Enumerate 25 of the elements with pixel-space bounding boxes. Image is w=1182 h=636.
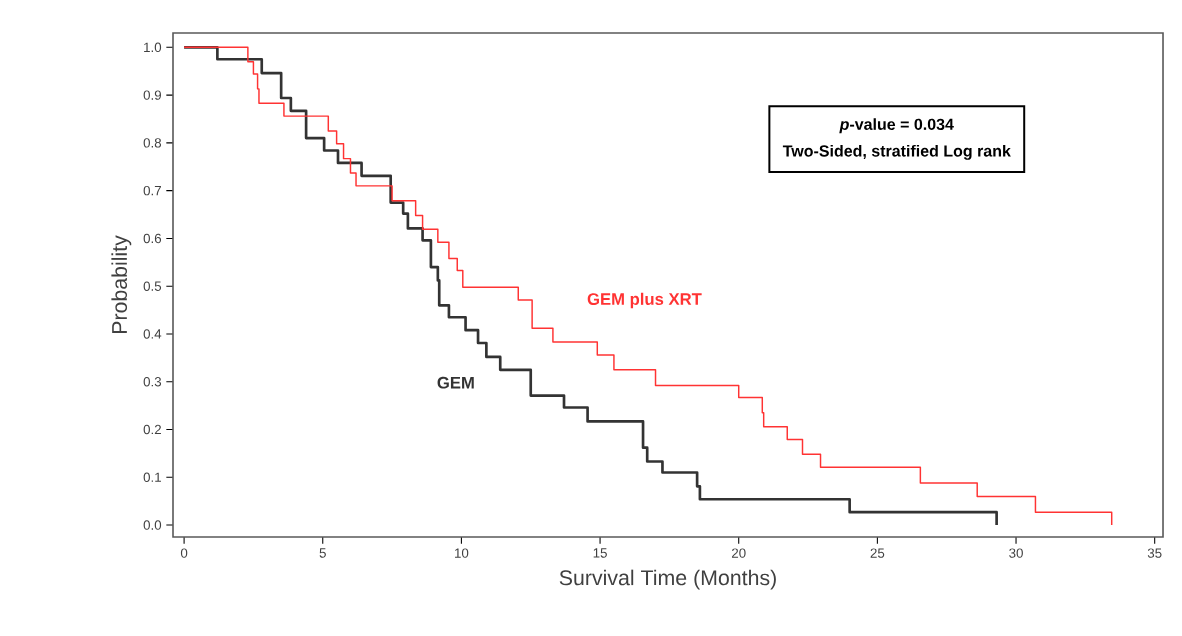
x-tick-label: 35 bbox=[1147, 548, 1162, 558]
y-tick-label: 0.9 bbox=[143, 90, 161, 100]
y-tick-label: 0.6 bbox=[143, 233, 162, 244]
y-tick-label: 0.3 bbox=[143, 377, 162, 387]
y-tick-label: 0.1 bbox=[143, 472, 161, 482]
x-tick-label: 0 bbox=[180, 548, 188, 558]
x-tick-label: 25 bbox=[870, 548, 885, 558]
y-axis-title: Probability bbox=[111, 235, 132, 334]
y-tick-label: 0.7 bbox=[143, 185, 161, 196]
x-tick-label: 30 bbox=[1009, 548, 1023, 558]
y-tick-label: 0.8 bbox=[143, 138, 162, 148]
x-tick-label: 15 bbox=[593, 548, 607, 558]
x-tick-label: 20 bbox=[731, 548, 746, 558]
x-axis-title: Survival Time (Months) bbox=[559, 569, 776, 590]
text: GEM plus XRT bbox=[587, 292, 702, 309]
y-tick-label: 0.4 bbox=[143, 329, 162, 339]
y-tick-label: 0.0 bbox=[143, 520, 162, 530]
annotation: Two-Sided, stratified Log rank bbox=[782, 144, 1011, 160]
y-tick-label: 1.0 bbox=[144, 42, 162, 53]
y-tick-label: 0.2 bbox=[143, 424, 161, 435]
x-tick-label: 10 bbox=[455, 548, 469, 558]
series-label: GEM bbox=[437, 376, 474, 389]
x-tick-label: 5 bbox=[319, 548, 326, 558]
annotation: p-value = 0.034 bbox=[839, 118, 954, 134]
y-tick-label: 0.5 bbox=[143, 281, 162, 291]
